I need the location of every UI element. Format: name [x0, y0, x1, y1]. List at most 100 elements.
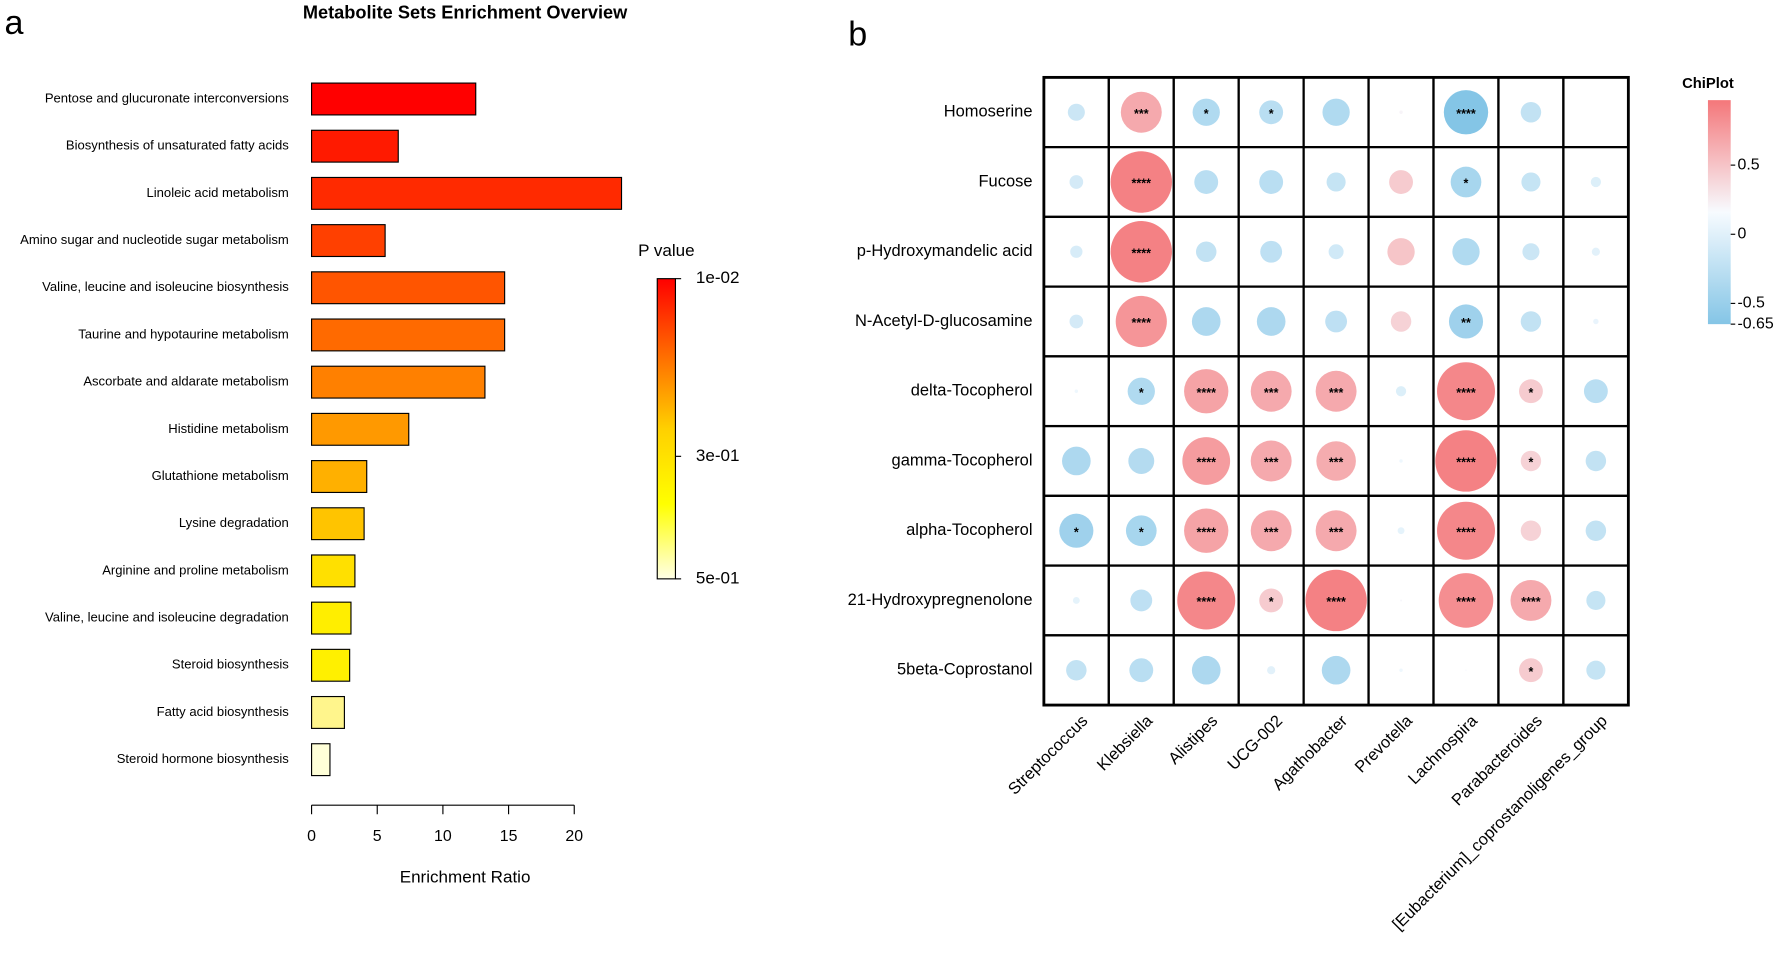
bubble: [1066, 659, 1087, 681]
significance-label: ***: [1134, 107, 1149, 121]
y-tick-label: Histidine metabolism: [168, 421, 289, 436]
bubble: [1448, 304, 1484, 339]
y-tick-label: Biosynthesis of unsaturated fatty acids: [66, 138, 289, 153]
y-tick-label: Fatty acid biosynthesis: [157, 704, 290, 719]
colorbar-title: P value: [638, 241, 695, 260]
y-tick-label: Arginine and proline metabolism: [102, 562, 289, 577]
bubble: [1194, 170, 1219, 194]
colorbar-tick-label: -0.5: [1738, 295, 1766, 312]
bubble: [1395, 386, 1407, 397]
colorbar: [656, 278, 677, 580]
bubble: [1450, 166, 1482, 198]
bubble: [1591, 247, 1600, 256]
bar: [311, 648, 351, 682]
y-tick-label: Ascorbate and aldarate metabolism: [83, 374, 289, 389]
y-tick-label: Amino sugar and nucleotide sugar metabol…: [20, 232, 289, 247]
colorbar-title: ChiPlot: [1682, 76, 1734, 92]
significance-label: *: [1529, 456, 1534, 470]
bubble: [1585, 520, 1607, 541]
bar: [311, 129, 399, 163]
y-tick-label: Linoleic acid metabolism: [147, 185, 289, 200]
bubble: [1585, 450, 1607, 472]
bar: [311, 318, 506, 352]
bubble: [1260, 240, 1283, 263]
bubble: [1316, 441, 1356, 481]
significance-label: ***: [1264, 456, 1279, 470]
bubble: [1259, 588, 1284, 613]
bubble: [1256, 307, 1286, 336]
bubble: [1522, 243, 1540, 261]
bubble: [1390, 311, 1412, 332]
significance-label: ****: [1132, 316, 1152, 330]
row-label: N-Acetyl-D-glucosamine: [855, 312, 1033, 330]
significance-label: *: [1074, 525, 1079, 539]
significance-label: ***: [1329, 456, 1344, 470]
bubble: [1059, 513, 1094, 548]
bubble: [1074, 389, 1079, 393]
row-label: p-Hydroxymandelic acid: [857, 242, 1033, 260]
bubble: [1129, 658, 1154, 683]
bubble: [1520, 102, 1542, 123]
row-label: Homoserine: [944, 103, 1033, 121]
bubble: [1067, 103, 1085, 121]
x-tick-label: 20: [565, 828, 583, 845]
bubble: [1321, 655, 1351, 685]
bubble: [1072, 597, 1080, 604]
bubble: [1518, 658, 1543, 683]
significance-label: ****: [1456, 595, 1476, 609]
bubble: [1259, 170, 1284, 194]
colorbar-tick-label: 0.5: [1738, 156, 1760, 173]
bubble: [1184, 508, 1229, 553]
significance-label: *: [1139, 525, 1144, 539]
bubble: [1328, 244, 1344, 260]
significance-label: *: [1529, 665, 1534, 679]
bubble: [1518, 379, 1543, 404]
bubble: [1387, 238, 1415, 266]
bar: [311, 695, 345, 729]
y-tick-label: Valine, leucine and isoleucine degradati…: [45, 610, 289, 625]
bar: [311, 554, 356, 588]
significance-label: ***: [1329, 386, 1344, 400]
bubble: [1250, 510, 1292, 552]
row-label: gamma-Tocopherol: [892, 451, 1033, 469]
bubble: [1267, 666, 1276, 675]
y-tick-label: Steroid biosynthesis: [172, 657, 289, 672]
colorbar-tick-label: -0.65: [1738, 315, 1774, 332]
bubble: [1195, 241, 1217, 262]
significance-label: ***: [1329, 525, 1344, 539]
frame: [1042, 75, 1630, 707]
x-tick-label: 15: [500, 828, 518, 845]
bubble: [1182, 437, 1231, 485]
bubble: [1250, 370, 1292, 412]
bubble: [1069, 314, 1084, 329]
x-tick-label: 10: [434, 828, 452, 845]
chart-title: Metabolite Sets Enrichment Overview: [303, 3, 628, 23]
bubble: [1586, 660, 1606, 680]
bar: [311, 507, 365, 541]
row-label: alpha-Tocopherol: [906, 521, 1032, 539]
significance-label: ****: [1456, 525, 1476, 539]
significance-label: ****: [1196, 386, 1216, 400]
row-label: 5beta-Coprostanol: [897, 661, 1033, 679]
bubble: [1322, 98, 1350, 126]
bubble: [1120, 91, 1162, 133]
panel-label: a: [5, 4, 24, 42]
bubble: [1130, 589, 1153, 612]
column-label: UCG-002: [1224, 712, 1286, 774]
bubble: [1397, 527, 1405, 535]
significance-label: ***: [1264, 525, 1279, 539]
y-tick-label: Glutathione metabolism: [152, 468, 289, 483]
row-label: delta-Tocopherol: [911, 382, 1033, 400]
bar: [311, 412, 410, 446]
significance-label: *: [1269, 595, 1274, 609]
y-tick-label: Pentose and glucuronate interconversions: [45, 90, 289, 105]
x-axis-label: Enrichment Ratio: [400, 867, 531, 886]
bubble: [1259, 100, 1284, 125]
bubble: [1400, 599, 1403, 602]
x-tick-label: 5: [373, 828, 382, 845]
bubble: [1437, 501, 1495, 560]
significance-label: ****: [1456, 386, 1476, 400]
colorbar: [1707, 100, 1731, 325]
colorbar-tick-label: 0: [1738, 225, 1747, 242]
